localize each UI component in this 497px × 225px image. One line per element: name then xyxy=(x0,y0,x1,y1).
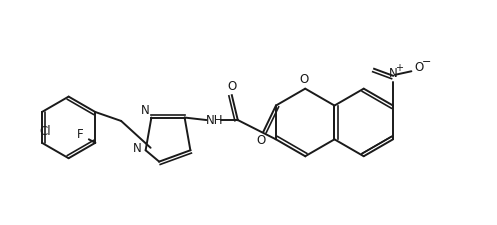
Text: F: F xyxy=(77,128,83,141)
Text: N: N xyxy=(141,104,150,117)
Text: NH: NH xyxy=(206,114,223,126)
Text: O: O xyxy=(300,73,309,86)
Text: O: O xyxy=(414,61,423,74)
Text: O: O xyxy=(256,134,266,147)
Text: N: N xyxy=(133,142,142,155)
Text: O: O xyxy=(227,80,237,93)
Text: Cl: Cl xyxy=(39,125,51,138)
Text: N: N xyxy=(389,67,398,80)
Text: +: + xyxy=(395,63,403,73)
Text: −: − xyxy=(422,57,431,67)
